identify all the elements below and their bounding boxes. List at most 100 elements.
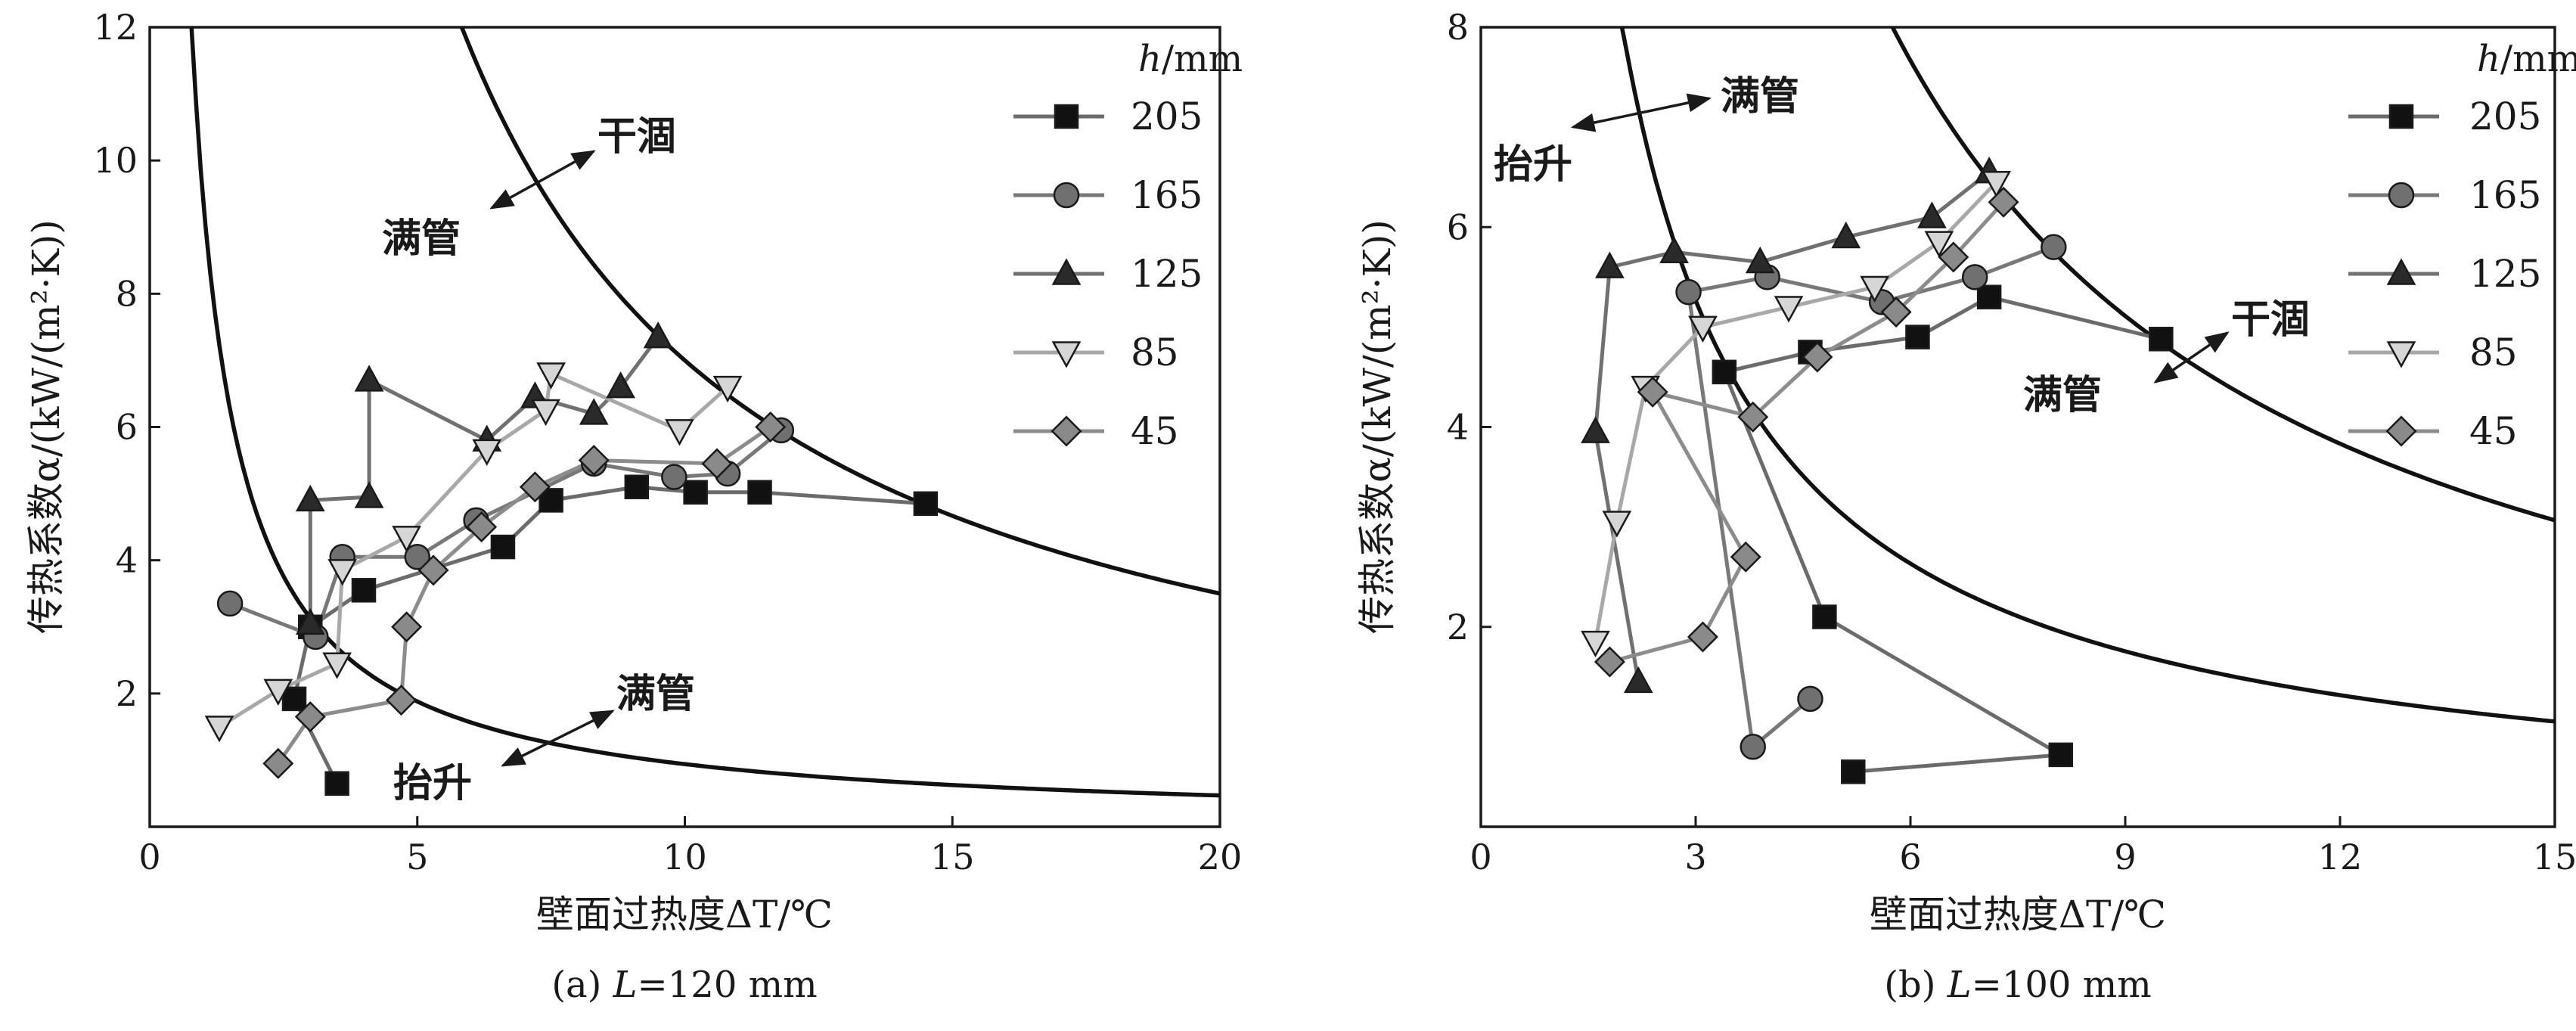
y-tick-label: 4: [116, 540, 138, 581]
annotation-dryout-b: 干涸: [2231, 297, 2310, 343]
boundary-curve-2: [459, 26, 1221, 596]
data-point-h165: [1675, 278, 1702, 306]
boundary-curve-1: [1619, 26, 2556, 724]
data-point-h205: [1812, 604, 1837, 629]
data-point-h45: [701, 448, 733, 480]
data-point-h125: [1623, 666, 1653, 694]
legend-label-h125: 125: [2469, 252, 2541, 296]
legend-marker-h205: [2388, 104, 2414, 129]
data-point-h45: [262, 747, 294, 779]
data-point-h85: [1982, 171, 2011, 198]
boundary-curve-1: [189, 26, 1221, 798]
x-tick-label: 15: [2533, 837, 2576, 877]
data-point-h165: [2041, 234, 2067, 260]
chart-panel-b: 0 3 6 9 12 15 2 4 6 8 壁面过热度ΔT/℃ 传热系数α/(kW/(m²·K))…: [1355, 7, 2576, 1006]
data-point-h125: [643, 321, 673, 349]
data-point-h125: [1659, 236, 1689, 264]
legend-label-h85: 85: [2469, 331, 2518, 374]
data-point-h85: [322, 652, 352, 679]
series-line-h205: [292, 485, 926, 784]
x-tick-label: 5: [406, 837, 428, 877]
data-point-h205: [1905, 325, 1930, 349]
annotation-full-tube-b: 满管: [1721, 73, 1799, 120]
data-point-h45: [1737, 401, 1769, 433]
data-point-h45: [466, 511, 498, 543]
data-point-h125: [295, 484, 325, 512]
legend-marker-h45: [1051, 415, 1082, 447]
y-tick-label: 12: [93, 7, 138, 48]
data-point-h125: [354, 481, 384, 508]
data-point-h45: [1637, 376, 1668, 408]
data-point-h205: [490, 534, 516, 560]
data-point-h125: [1831, 221, 1861, 249]
data-point-h165: [1961, 264, 1988, 290]
data-point-h45: [1880, 297, 1912, 328]
data-point-h45: [578, 445, 610, 477]
legend-label-h45: 45: [2469, 409, 2518, 453]
ticks-b: 0 3 6 9 12 15 2 4 6 8: [1447, 7, 2576, 877]
series-line-h125: [1593, 170, 1991, 682]
legend-marker-h125: [1051, 258, 1082, 285]
data-point-h205: [913, 491, 939, 517]
data-point-h125: [579, 398, 609, 425]
caption-a: (a) L=120 mm: [551, 964, 817, 1006]
data-point-h125: [1581, 416, 1610, 443]
data-point-h85: [472, 439, 502, 466]
data-point-h125: [1745, 246, 1775, 274]
annotation-arrow-b-upper: [1570, 93, 1712, 132]
annotation-lift-a: 抬升: [393, 760, 472, 806]
legend-b: h/mm 205 165 125 85 45: [2348, 38, 2576, 453]
x-tick-label: 12: [2318, 837, 2363, 877]
data-point-h205: [538, 488, 563, 513]
data-point-h45: [1687, 621, 1718, 653]
y-tick-label: 6: [116, 407, 138, 448]
data-point-h45: [391, 611, 423, 643]
data-point-h45: [519, 471, 551, 503]
y-tick-label: 6: [1447, 207, 1469, 247]
data-point-h85: [1602, 511, 1632, 538]
data-point-h45: [294, 701, 326, 733]
y-tick-label: 10: [93, 140, 138, 181]
data-point-h205: [2149, 326, 2174, 352]
legend-marker-h45: [2385, 415, 2417, 447]
data-point-h85: [665, 419, 694, 446]
legend-a: h/mm 205 165 125 85 45: [1013, 38, 1243, 453]
y-axis-title-b: 传热系数α/(kW/(m²·K)): [1355, 219, 1399, 634]
data-point-h85: [327, 559, 358, 586]
data-point-h205: [2048, 742, 2074, 768]
legend-marker-h165: [1053, 182, 1080, 209]
legend-title: h/mm: [1138, 38, 1243, 80]
x-tick-label: 10: [663, 837, 707, 877]
x-tick-label: 3: [1684, 837, 1706, 877]
legend-label-h125: 125: [1131, 252, 1203, 296]
data-point-h205: [683, 480, 708, 505]
legend-marker-h165: [2388, 182, 2415, 209]
data-point-h85: [1924, 231, 1954, 258]
data-point-h45: [1594, 646, 1625, 678]
series-line-h45: [276, 425, 772, 765]
data-point-h125: [1595, 251, 1625, 278]
series-line-h205: [1721, 295, 2162, 774]
annotation-full-tube-a-lower: 满管: [616, 671, 695, 717]
annotation-full-tube-b-lower: 满管: [2023, 372, 2102, 418]
data-point-h125: [354, 365, 384, 392]
x-axis-title-a: 壁面过热度ΔT/℃: [536, 893, 833, 936]
data-point-h125: [295, 607, 325, 635]
series-line-h165: [1686, 245, 2055, 751]
annotation-arrow-a-lower: [501, 710, 615, 767]
data-point-h125: [606, 371, 635, 399]
y-axis-title-a: 传热系数α/(kW/(m²·K)): [24, 219, 68, 634]
data-point-h45: [386, 685, 417, 716]
annotation-dryout-a: 干涸: [597, 113, 676, 160]
data-point-h85: [204, 716, 234, 743]
x-tick-label: 6: [1899, 837, 1921, 877]
data-point-h125: [1917, 201, 1947, 228]
legend-label-h205: 205: [1131, 95, 1203, 138]
data-point-h165: [1740, 734, 1766, 760]
ticks-a: 0 5 10 15 20 2 4 6 8 10 12: [93, 7, 1242, 877]
legend-marker-h205: [1054, 104, 1079, 129]
data-point-h205: [1712, 359, 1737, 385]
data-point-h205: [1976, 284, 2002, 309]
chart-panel-a: 0 5 10 15 20 2 4 6 8 10 12 壁面过热度ΔT/℃ 传热系数α/(kW/(m²…: [24, 7, 1243, 1006]
series-line-h45: [1609, 200, 2005, 664]
